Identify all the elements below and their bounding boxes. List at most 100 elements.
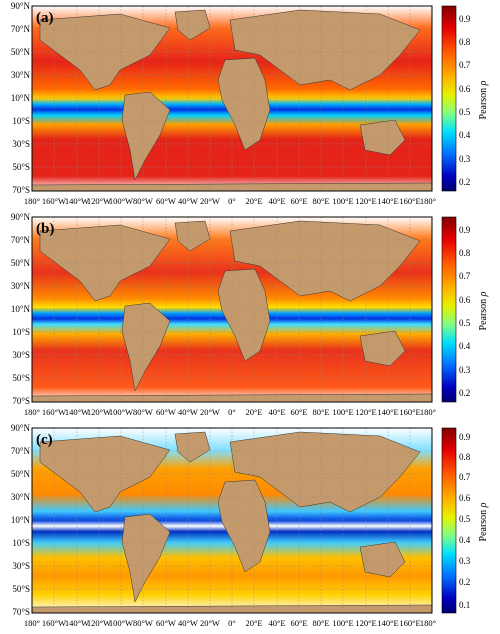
lon-tick: 120°W bbox=[87, 618, 111, 628]
colorbar-tick: 0.9 bbox=[459, 14, 471, 24]
colorbar-tick: 0.5 bbox=[459, 318, 471, 328]
colorbar-ticks: 0.9 0.8 0.7 0.6 0.5 0.4 0.3 0.2 0.1 bbox=[459, 432, 471, 610]
lon-tick: 80°E bbox=[312, 618, 329, 628]
colorbar-tick: 0.5 bbox=[459, 107, 471, 117]
lon-tick: 100°W bbox=[109, 196, 133, 206]
map-panel-b: (b) 90°N 70°N 50°N 30°N 10°N 10°S 30°S 5… bbox=[0, 211, 500, 422]
lon-tick: 40°E bbox=[268, 407, 285, 417]
lat-tick: 50°N bbox=[11, 258, 31, 268]
lon-tick: 140°W bbox=[65, 196, 89, 206]
map-svg-b: (b) 90°N 70°N 50°N 30°N 10°N 10°S 30°S 5… bbox=[11, 212, 489, 417]
lon-tick: 80°W bbox=[133, 618, 153, 628]
lat-tick: 70°N bbox=[11, 235, 31, 245]
lat-tick: 10°N bbox=[11, 515, 31, 525]
lon-tick: 80°W bbox=[133, 407, 153, 417]
lon-tick-labels: 180° 160°W 140°W 120°W 100°W 80°W 60°W 4… bbox=[24, 618, 436, 628]
lon-tick: 120°W bbox=[87, 407, 111, 417]
lat-tick: 30°N bbox=[11, 281, 31, 291]
lon-tick: 180° bbox=[420, 407, 436, 417]
lon-tick: 60°E bbox=[290, 618, 307, 628]
colorbar-ticks: 0.9 0.8 0.7 0.6 0.5 0.4 0.3 0.2 bbox=[459, 14, 471, 187]
lat-tick: 70°S bbox=[12, 396, 30, 406]
lon-tick-labels: 180° 160°W 140°W 120°W 100°W 80°W 60°W 4… bbox=[24, 407, 436, 417]
lat-tick: 10°S bbox=[12, 538, 30, 548]
lon-tick: 160°W bbox=[42, 407, 66, 417]
lon-tick: 80°W bbox=[133, 196, 153, 206]
lat-tick: 50°S bbox=[12, 584, 30, 594]
lat-tick: 70°N bbox=[11, 446, 31, 456]
colorbar-tick: 0.1 bbox=[459, 600, 470, 610]
colorbar-ticks: 0.9 0.8 0.7 0.6 0.5 0.4 0.3 0.2 bbox=[459, 225, 471, 398]
map-panel-c: (c) 90°N 70°N 50°N 30°N 10°N 10°S 30°S 5… bbox=[0, 422, 500, 633]
lon-tick: 180° bbox=[420, 196, 436, 206]
colorbar-tick: 0.2 bbox=[459, 577, 470, 587]
land-layer bbox=[32, 9, 432, 191]
lat-tick: 70°S bbox=[12, 185, 30, 195]
lon-tick: 180° bbox=[24, 407, 40, 417]
lon-tick: 0° bbox=[228, 618, 236, 628]
lon-tick: 160°E bbox=[399, 618, 420, 628]
colorbar-tick: 0.2 bbox=[459, 177, 470, 187]
lat-tick: 90°N bbox=[11, 212, 31, 222]
lat-tick: 30°S bbox=[12, 350, 30, 360]
colorbar-tick: 0.2 bbox=[459, 388, 470, 398]
lon-tick-labels: 180° 160°W 140°W 120°W 100°W 80°W 60°W 4… bbox=[24, 196, 436, 206]
lat-tick: 50°S bbox=[12, 373, 30, 383]
lon-tick: 140°E bbox=[377, 196, 398, 206]
lat-tick: 30°N bbox=[11, 492, 31, 502]
colorbar-tick: 0.3 bbox=[459, 154, 471, 164]
lon-tick: 140°W bbox=[65, 618, 89, 628]
colorbar-tick: 0.7 bbox=[459, 472, 471, 482]
land-layer bbox=[32, 431, 432, 613]
lon-tick: 60°W bbox=[156, 196, 176, 206]
colorbar-label: Pearson ρ bbox=[478, 502, 489, 541]
lat-tick: 30°N bbox=[11, 70, 31, 80]
lon-tick: 20°W bbox=[200, 407, 220, 417]
lon-tick: 60°E bbox=[290, 407, 307, 417]
graticule bbox=[32, 6, 432, 191]
map-svg-c: (c) 90°N 70°N 50°N 30°N 10°N 10°S 30°S 5… bbox=[11, 423, 489, 628]
lat-tick: 50°S bbox=[12, 162, 30, 172]
lon-tick: 80°E bbox=[312, 196, 329, 206]
panel-label: (b) bbox=[36, 221, 54, 237]
map-panel-a: (a) 90°N 70°N 50°N 30°N 10°N 10°S 30°S 5… bbox=[0, 0, 500, 211]
lat-tick-labels: 90°N 70°N 50°N 30°N 10°N 10°S 30°S 50°S … bbox=[11, 423, 31, 617]
lon-tick: 0° bbox=[228, 407, 236, 417]
lon-tick: 20°W bbox=[200, 196, 220, 206]
colorbar-tick: 0.8 bbox=[459, 248, 471, 258]
colorbar-tick: 0.7 bbox=[459, 271, 471, 281]
colorbar-tick: 0.6 bbox=[459, 493, 471, 503]
lon-tick: 20°E bbox=[245, 407, 262, 417]
lon-tick: 100°E bbox=[332, 618, 353, 628]
colorbar-tick: 0.9 bbox=[459, 225, 471, 235]
lon-tick: 180° bbox=[24, 196, 40, 206]
lon-tick: 100°E bbox=[332, 196, 353, 206]
lat-tick: 50°N bbox=[11, 469, 31, 479]
lon-tick: 100°W bbox=[109, 618, 133, 628]
lon-tick: 20°E bbox=[245, 618, 262, 628]
colorbar-tick: 0.3 bbox=[459, 365, 471, 375]
colorbar-tick: 0.6 bbox=[459, 295, 471, 305]
colorbar-tick: 0.4 bbox=[459, 341, 471, 351]
colorbar-tick: 0.8 bbox=[459, 452, 471, 462]
lon-tick: 160°W bbox=[42, 196, 66, 206]
colorbar-tick: 0.5 bbox=[459, 514, 471, 524]
lat-tick: 10°S bbox=[12, 116, 30, 126]
colorbar-tick: 0.9 bbox=[459, 432, 471, 442]
lat-tick: 10°N bbox=[11, 93, 31, 103]
lon-tick: 100°W bbox=[109, 407, 133, 417]
colorbar-tick: 0.7 bbox=[459, 60, 471, 70]
lat-tick-labels: 90°N 70°N 50°N 30°N 10°N 10°S 30°S 50°S … bbox=[11, 1, 31, 195]
lat-tick: 10°N bbox=[11, 304, 31, 314]
lon-tick: 20°E bbox=[245, 196, 262, 206]
lon-tick: 40°E bbox=[268, 196, 285, 206]
lon-tick: 180° bbox=[420, 618, 436, 628]
lon-tick: 100°E bbox=[332, 407, 353, 417]
lat-tick: 70°S bbox=[12, 607, 30, 617]
lon-tick: 140°W bbox=[65, 407, 89, 417]
lat-tick: 50°N bbox=[11, 47, 31, 57]
colorbar bbox=[441, 5, 457, 192]
lon-tick: 120°W bbox=[87, 196, 111, 206]
lon-tick: 160°E bbox=[399, 407, 420, 417]
colorbar-tick: 0.3 bbox=[459, 556, 471, 566]
